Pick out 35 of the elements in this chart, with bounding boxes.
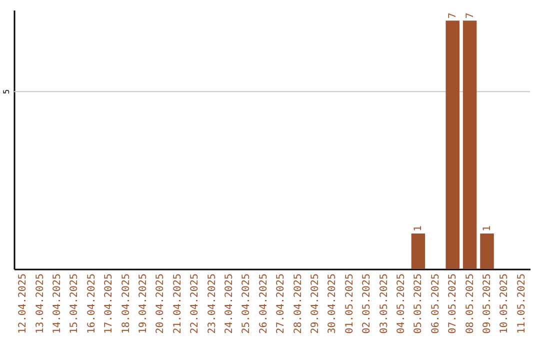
x-tick-label: 03.05.2025	[378, 274, 390, 334]
x-tick-label: 17.04.2025	[104, 274, 115, 334]
x-tick-label: 23.04.2025	[206, 274, 218, 334]
x-tick-label: 07.05.2025	[448, 274, 459, 334]
x-tick-label: 22.04.2025	[190, 274, 201, 334]
x-tick-label: 13.04.2025	[34, 274, 46, 334]
x-tick-label: 20.04.2025	[155, 274, 166, 334]
x-tick-label: 05.05.2025	[413, 274, 424, 334]
x-tick-label: 08.05.2025	[464, 274, 476, 334]
x-tick-label: 10.05.2025	[499, 274, 510, 334]
x-tick-label: 11.05.2025	[516, 274, 528, 334]
x-tick-label: 18.04.2025	[120, 274, 132, 334]
data-label: 7	[464, 12, 476, 19]
x-tick-label: 19.04.2025	[138, 274, 149, 334]
x-tick-label: 16.04.2025	[86, 274, 98, 334]
data-label: 1	[413, 225, 424, 232]
x-tick-label: 01.05.2025	[344, 274, 356, 334]
x-tick-label: 14.04.2025	[52, 274, 63, 334]
x-tick-label: 28.04.2025	[292, 274, 304, 334]
x-tick-label: 06.05.2025	[430, 274, 442, 334]
x-tick-label: 21.04.2025	[172, 274, 184, 334]
x-tick-label: 09.05.2025	[482, 274, 493, 334]
x-tick-label: 27.04.2025	[276, 274, 287, 334]
x-tick-label: 29.04.2025	[310, 274, 321, 334]
x-tick-label: 04.05.2025	[396, 274, 407, 334]
x-tick-label: 15.04.2025	[69, 274, 80, 334]
x-tick-label: 02.05.2025	[362, 274, 373, 334]
x-tick-label: 30.04.2025	[327, 274, 338, 334]
x-tick-label: 24.04.2025	[224, 274, 235, 334]
x-tick-label: 26.04.2025	[258, 274, 270, 334]
data-label: 1	[482, 225, 493, 232]
x-tick-label: 12.04.2025	[18, 274, 29, 334]
ref-line-label: 5	[2, 89, 11, 94]
x-tick-label: 25.04.2025	[241, 274, 252, 334]
data-label: 7	[448, 12, 459, 19]
